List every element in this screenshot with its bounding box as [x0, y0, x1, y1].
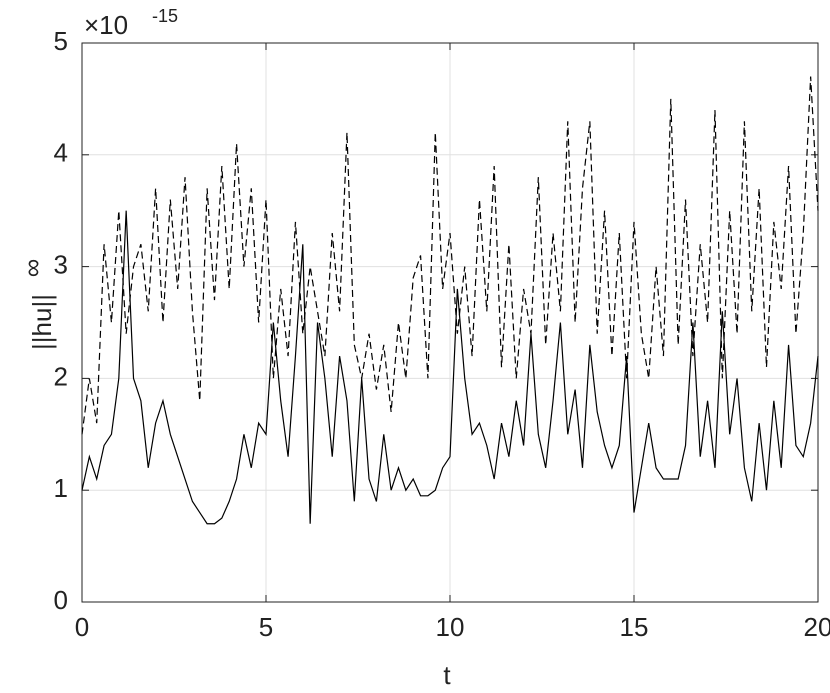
- y-tick-label: 1: [54, 473, 68, 503]
- y-multiplier: ×10: [84, 10, 128, 40]
- y-multiplier-exponent: -15: [152, 6, 178, 26]
- x-tick-label: 0: [75, 612, 89, 642]
- y-axis-label-subscript: ∞: [17, 259, 47, 278]
- y-axis-label: ||hu||: [27, 294, 57, 350]
- y-tick-label: 4: [54, 138, 68, 168]
- x-tick-label: 10: [436, 612, 465, 642]
- data-line: [81, 210, 819, 525]
- y-tick-label: 3: [54, 249, 68, 279]
- data-line: [81, 76, 819, 435]
- x-tick-label: 15: [620, 612, 649, 642]
- y-tick-label: 0: [54, 585, 68, 615]
- x-tick-label: 5: [259, 612, 273, 642]
- plot-frame: [81, 42, 819, 603]
- x-tick-label: 20: [804, 612, 830, 642]
- x-axis-label: t: [443, 660, 451, 688]
- y-tick-label: 2: [54, 361, 68, 391]
- y-tick-label: 5: [54, 26, 68, 56]
